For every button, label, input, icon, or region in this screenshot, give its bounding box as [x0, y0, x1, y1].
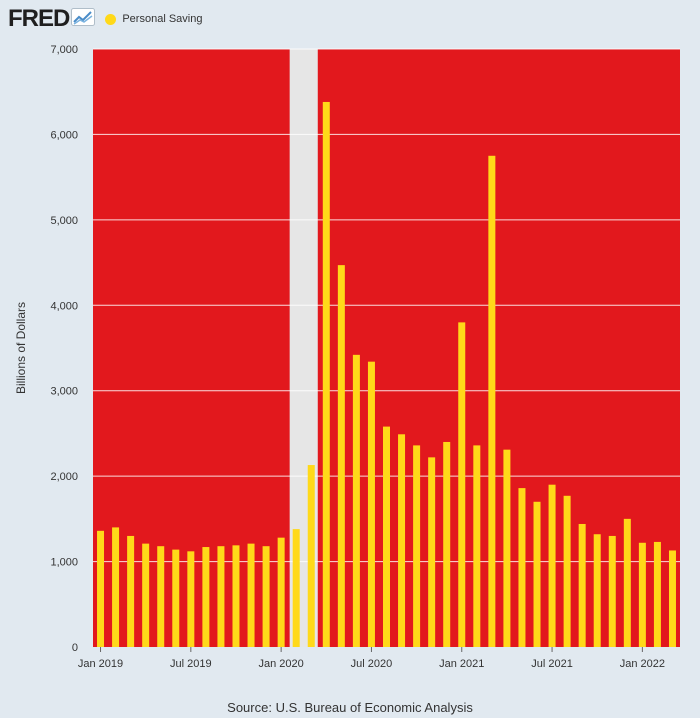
x-tick-label: Jan 2021	[439, 658, 484, 670]
bar-2019-10[interactable]	[232, 545, 240, 647]
bar-2021-07[interactable]	[548, 484, 556, 647]
bar-2022-02[interactable]	[653, 541, 661, 647]
bar-2021-01[interactable]	[458, 322, 466, 647]
source-note: Source: U.S. Bureau of Economic Analysis	[227, 700, 473, 715]
x-tick-label: Jul 2020	[351, 658, 393, 670]
bar-2019-02[interactable]	[112, 527, 120, 647]
x-tick-label: Jan 2019	[78, 658, 123, 670]
bar-2021-06[interactable]	[533, 501, 541, 647]
x-tick-label: Jan 2020	[259, 658, 304, 670]
legend-swatch	[105, 13, 117, 25]
bar-2022-03[interactable]	[668, 550, 676, 647]
y-tick-label: 4,000	[50, 300, 78, 312]
bar-2021-12[interactable]	[623, 518, 631, 647]
bar-2020-05[interactable]	[337, 265, 345, 647]
bar-2021-05[interactable]	[518, 488, 526, 647]
bar-2020-03[interactable]	[307, 465, 315, 647]
bar-2021-10[interactable]	[593, 534, 601, 647]
bar-2021-04[interactable]	[503, 449, 511, 647]
bar-2021-02[interactable]	[473, 445, 481, 647]
y-tick-label: 6,000	[50, 129, 78, 141]
bar-2019-09[interactable]	[217, 546, 225, 647]
y-tick-label: 5,000	[50, 215, 78, 227]
bar-2020-08[interactable]	[383, 426, 390, 647]
x-tick-label: Jan 2022	[620, 658, 665, 670]
bar-2020-01[interactable]	[277, 537, 285, 647]
header: FRED Personal Saving	[8, 5, 202, 32]
bar-2019-05[interactable]	[157, 546, 165, 647]
y-tick-label: 7,000	[50, 44, 78, 56]
legend[interactable]: Personal Saving	[105, 13, 202, 25]
y-axis-label: Billions of Dollars	[14, 302, 28, 394]
bar-2020-12[interactable]	[443, 441, 451, 647]
bar-2020-07[interactable]	[367, 361, 375, 647]
x-tick-label: Jul 2019	[170, 658, 212, 670]
bar-2019-12[interactable]	[262, 546, 270, 647]
bar-2020-02[interactable]	[292, 529, 300, 647]
bar-2021-11[interactable]	[608, 535, 616, 647]
bar-2019-08[interactable]	[202, 547, 210, 647]
y-tick-label: 1,000	[50, 557, 78, 569]
y-tick-label: 3,000	[50, 386, 78, 398]
fred-logo[interactable]: FRED	[8, 5, 70, 32]
bar-2020-06[interactable]	[352, 354, 360, 647]
bar-2021-03[interactable]	[488, 155, 496, 648]
legend-label: Personal Saving	[122, 13, 203, 25]
bar-2019-01[interactable]	[97, 530, 105, 647]
bar-2019-03[interactable]	[127, 535, 135, 647]
bar-2020-11[interactable]	[428, 457, 436, 647]
y-tick-label: 2,000	[50, 471, 78, 483]
x-tick-label: Jul 2021	[531, 658, 573, 670]
bar-2019-07[interactable]	[187, 551, 195, 647]
bar-2022-01[interactable]	[638, 542, 646, 647]
bar-2021-08[interactable]	[563, 495, 571, 647]
bar-2019-06[interactable]	[172, 549, 180, 647]
bar-2020-09[interactable]	[398, 434, 406, 647]
y-tick-label: 0	[72, 642, 78, 654]
fred-graph-icon	[71, 7, 96, 31]
bar-2020-04[interactable]	[322, 101, 330, 648]
bar-2021-09[interactable]	[578, 523, 586, 647]
bar-2019-11[interactable]	[247, 543, 255, 647]
bar-2020-10[interactable]	[413, 445, 421, 647]
bar-2019-04[interactable]	[142, 543, 150, 647]
